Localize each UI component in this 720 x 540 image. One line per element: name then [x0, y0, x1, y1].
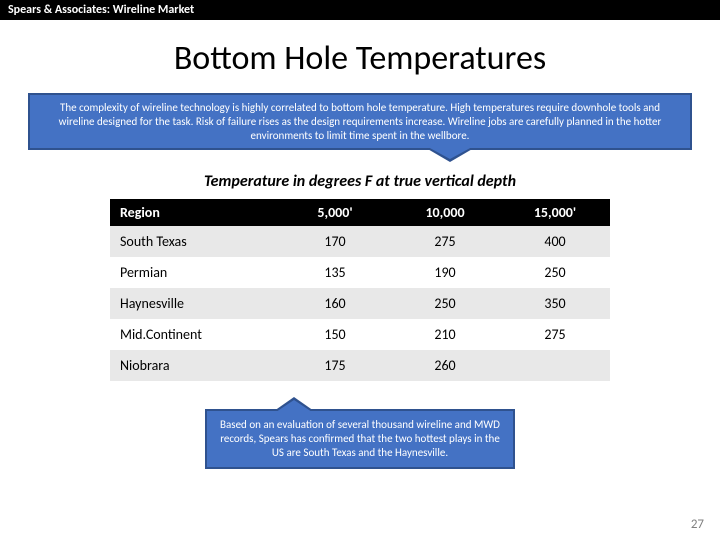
col-15000: 15,000'	[500, 199, 610, 226]
cell-val: 260	[390, 350, 500, 381]
cell-val: 150	[280, 319, 390, 350]
cell-val	[500, 350, 610, 381]
intro-callout-text: The complexity of wireline technology is…	[59, 101, 662, 142]
cell-region: Haynesville	[110, 288, 280, 319]
cell-val: 175	[280, 350, 390, 381]
cell-region: Niobrara	[110, 350, 280, 381]
header-text: Spears & Associates: Wireline Market	[8, 3, 194, 17]
cell-val: 350	[500, 288, 610, 319]
cell-val: 275	[390, 226, 500, 257]
table-row: Haynesville 160 250 350	[110, 288, 610, 319]
col-10000: 10,000	[390, 199, 500, 226]
cell-region: Permian	[110, 257, 280, 288]
cell-val: 250	[390, 288, 500, 319]
cell-val: 160	[280, 288, 390, 319]
col-5000: 5,000'	[280, 199, 390, 226]
table-header-row: Region 5,000' 10,000 15,000'	[110, 199, 610, 226]
header-bar: Spears & Associates: Wireline Market	[0, 0, 720, 20]
intro-callout: The complexity of wireline technology is…	[28, 93, 692, 150]
cell-val: 250	[500, 257, 610, 288]
table-row: Niobrara 175 260	[110, 350, 610, 381]
cell-val: 275	[500, 319, 610, 350]
cell-region: Mid.Continent	[110, 319, 280, 350]
table-row: South Texas 170 275 400	[110, 226, 610, 257]
table-row: Mid.Continent 150 210 275	[110, 319, 610, 350]
temperature-table: Region 5,000' 10,000 15,000' South Texas…	[110, 199, 610, 381]
conclusion-callout: Based on an evaluation of several thousa…	[205, 409, 515, 468]
page-number: 27	[691, 517, 704, 532]
temperature-table-wrap: Region 5,000' 10,000 15,000' South Texas…	[110, 199, 610, 381]
cell-val: 190	[390, 257, 500, 288]
page-title: Bottom Hole Temperatures	[0, 38, 720, 79]
table-row: Permian 135 190 250	[110, 257, 610, 288]
col-region: Region	[110, 199, 280, 226]
cell-val: 170	[280, 226, 390, 257]
cell-val: 210	[390, 319, 500, 350]
cell-val: 135	[280, 257, 390, 288]
cell-region: South Texas	[110, 226, 280, 257]
table-subheading: Temperature in degrees F at true vertica…	[0, 172, 720, 191]
conclusion-callout-text: Based on an evaluation of several thousa…	[220, 418, 500, 459]
cell-val: 400	[500, 226, 610, 257]
